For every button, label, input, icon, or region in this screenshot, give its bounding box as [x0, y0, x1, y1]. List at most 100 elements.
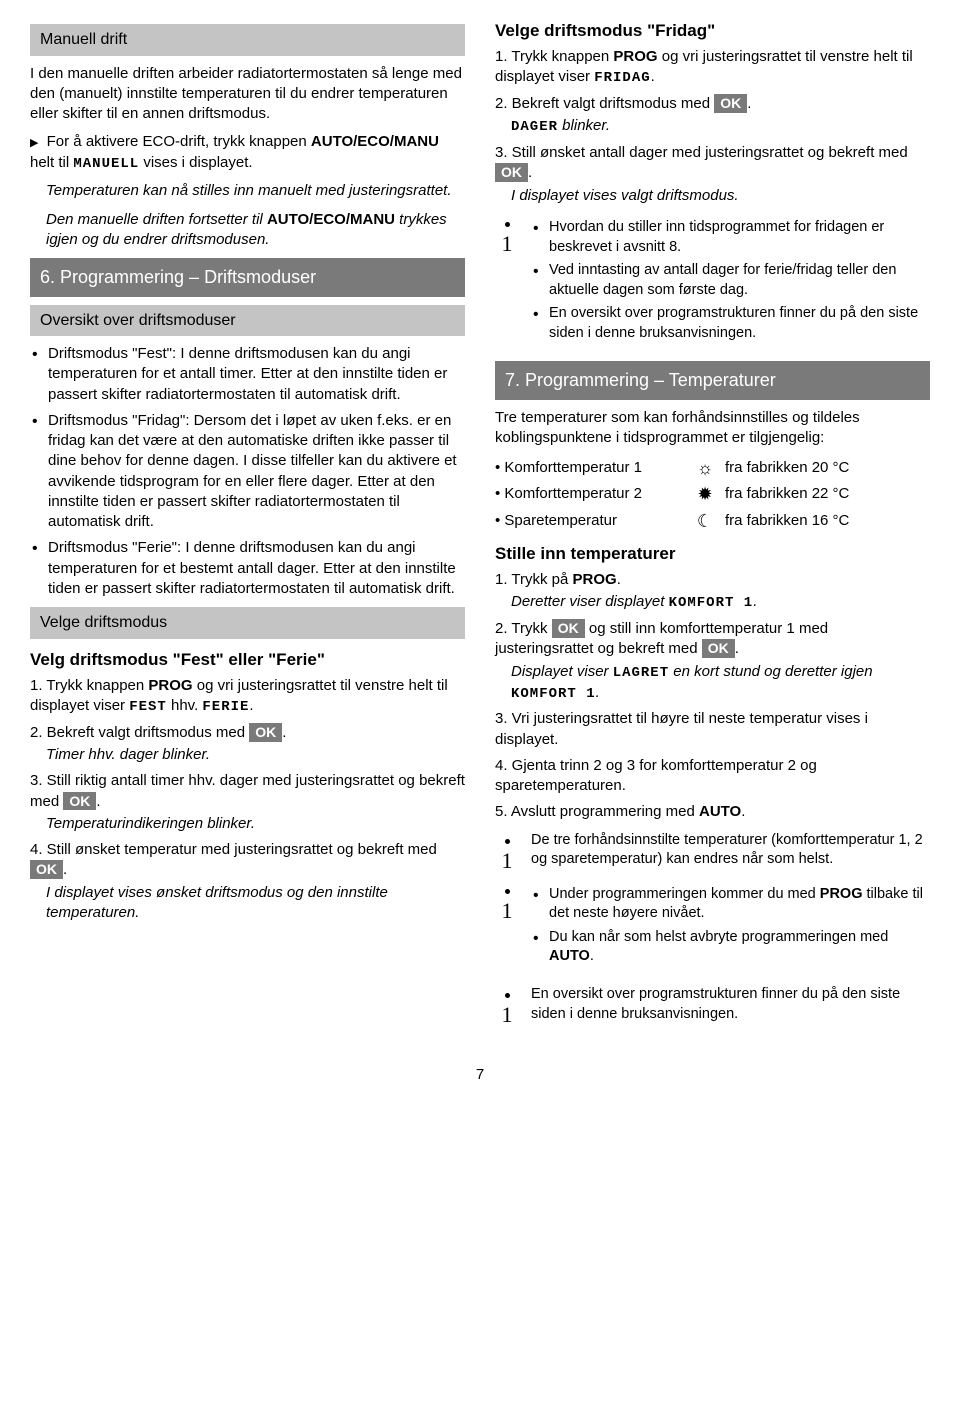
subheading-fridag: Velge driftsmodus "Fridag" — [495, 20, 930, 43]
mode-list: Driftsmodus "Fest": I denne driftsmoduse… — [30, 344, 465, 599]
text: hhv. — [167, 697, 203, 714]
heading-manuell-drift: Manuell drift — [30, 24, 465, 56]
text: 1. Trykk knappen — [30, 677, 148, 694]
text: . — [596, 684, 600, 701]
text: . — [249, 697, 253, 714]
list-item: Driftsmodus "Fridag": Dersom det i løpet… — [30, 411, 465, 533]
step-item: 3. Vri justeringsrattet til høyre til ne… — [495, 709, 930, 750]
steps-fest: 1. Trykk knappen PROG og vri justeringsr… — [30, 676, 465, 923]
info-body: De tre forhåndsinnstilte temperaturer (k… — [531, 831, 930, 870]
info-box: Hvordan du stiller inn tidsprogrammet fo… — [495, 214, 930, 351]
text: 3. Still ønsket antall dager med justeri… — [495, 144, 908, 161]
text: . — [651, 68, 655, 85]
lcd-text: LAGRET — [613, 665, 669, 681]
step-item: 5. Avslutt programmering med AUTO. — [495, 802, 930, 822]
text: Temperaturen kan nå stilles inn manuelt … — [46, 182, 452, 199]
temp-table: • Komforttemperatur 1 ☼ fra fabrikken 20… — [495, 456, 930, 533]
text: . — [528, 164, 532, 181]
info-icon — [495, 881, 519, 921]
list-item: Driftsmodus "Fest": I denne driftsmoduse… — [30, 344, 465, 405]
temp-row: • Komforttemperatur 2 ✹ fra fabrikken 22… — [495, 482, 930, 506]
moon-icon: ☾ — [685, 509, 725, 533]
text: Under programmeringen kommer du med — [549, 886, 820, 902]
ok-badge: OK — [30, 860, 63, 879]
page-columns: Manuell drift I den manuelle driften arb… — [30, 20, 930, 1035]
temp-label: • Sparetemperatur — [495, 511, 685, 531]
subheading-fest: Velg driftsmodus "Fest" eller "Ferie" — [30, 649, 465, 672]
info-icon — [495, 985, 519, 1025]
text: Displayet viser — [511, 663, 613, 680]
step-item: 4. Gjenta trinn 2 og 3 for komforttemper… — [495, 756, 930, 797]
step-item: 2. Bekreft valgt driftsmodus med OK. DAG… — [495, 94, 930, 137]
subheading-stille: Stille inn temperaturer — [495, 543, 930, 566]
info-body: Under programmeringen kommer du med PROG… — [531, 881, 930, 975]
text: . — [747, 95, 751, 112]
text: Du kan når som helst avbryte programmeri… — [549, 929, 888, 945]
text-bold: AUTO/ECO/MANU — [311, 133, 439, 150]
text: . — [96, 793, 100, 810]
sun-filled-icon: ✹ — [685, 482, 725, 506]
text: 4. Still ønsket temperatur med justering… — [30, 841, 437, 858]
info-box: De tre forhåndsinnstilte temperaturer (k… — [495, 831, 930, 871]
temp-label: • Komforttemperatur 1 — [495, 458, 685, 478]
step-item: 3. Still ønsket antall dager med justeri… — [495, 143, 930, 206]
text-bold: AUTO — [699, 803, 741, 820]
text: For å aktivere ECO-drift, trykk knappen — [47, 133, 311, 150]
text: 2. Bekreft valgt driftsmodus med — [30, 724, 249, 741]
sub-text: Timer hhv. dager blinker. — [30, 745, 465, 765]
sub-text: I displayet vises ønsket driftsmodus og … — [30, 883, 465, 924]
temp-row: • Sparetemperatur ☾ fra fabrikken 16 °C — [495, 509, 930, 533]
text: Deretter viser displayet — [511, 593, 669, 610]
text: 2. Bekreft valgt driftsmodus med — [495, 95, 714, 112]
para: I den manuelle driften arbeider radiator… — [30, 64, 465, 125]
page-number: 7 — [30, 1065, 930, 1085]
list-item: Ved inntasting av antall dager for ferie… — [531, 261, 930, 300]
list-item: En oversikt over programstrukturen finne… — [531, 304, 930, 343]
temp-label: • Komforttemperatur 2 — [495, 484, 685, 504]
step-item: 4. Still ønsket temperatur med justering… — [30, 840, 465, 923]
lcd-text: KOMFORT 1 — [511, 686, 596, 702]
step-item: 1. Trykk på PROG. Deretter viser display… — [495, 570, 930, 613]
heading-section-7: 7. Programmering – Temperaturer — [495, 361, 930, 399]
temp-value: fra fabrikken 16 °C — [725, 511, 930, 531]
step-item: 1. Trykk knappen PROG og vri justeringsr… — [30, 676, 465, 717]
info-box: En oversikt over programstrukturen finne… — [495, 985, 930, 1025]
sub-text: DAGER blinker. — [495, 116, 930, 137]
info-body: Hvordan du stiller inn tidsprogrammet fo… — [531, 214, 930, 351]
text: en kort stund og deretter igjen — [669, 663, 872, 680]
sub-text: Displayet viser LAGRET en kort stund og … — [495, 662, 930, 704]
text: blinker. — [558, 117, 610, 134]
text-bold: PROG — [820, 886, 863, 902]
text: . — [617, 571, 621, 588]
text: . — [590, 948, 594, 964]
ok-badge: OK — [495, 163, 528, 182]
text: 5. Avslutt programmering med — [495, 803, 699, 820]
text: 2. Trykk — [495, 620, 552, 637]
lcd-text: KOMFORT 1 — [669, 595, 754, 611]
temp-row: • Komforttemperatur 1 ☼ fra fabrikken 20… — [495, 456, 930, 480]
list-item: Driftsmodus "Ferie": I denne driftsmodus… — [30, 538, 465, 599]
text-bold: AUTO/ECO/MANU — [267, 211, 395, 228]
text: 1. Trykk på — [495, 571, 573, 588]
text: helt til — [30, 154, 73, 171]
info-body: En oversikt over programstrukturen finne… — [531, 985, 930, 1024]
step-item: 1. Trykk knappen PROG og vri justeringsr… — [495, 47, 930, 88]
ok-badge: OK — [249, 723, 282, 742]
ok-badge: OK — [714, 94, 747, 113]
sub-text: I displayet vises valgt driftsmodus. — [495, 186, 930, 206]
lcd-text: MANUELL — [73, 156, 139, 172]
info-icon — [495, 214, 519, 254]
para-italic: Temperaturen kan nå stilles inn manuelt … — [30, 181, 465, 201]
steps-fridag: 1. Trykk knappen PROG og vri justeringsr… — [495, 47, 930, 206]
sun-outline-icon: ☼ — [685, 456, 725, 480]
text-bold: PROG — [613, 48, 657, 65]
temp-value: fra fabrikken 20 °C — [725, 458, 930, 478]
lcd-text: FERIE — [202, 699, 249, 715]
temp-value: fra fabrikken 22 °C — [725, 484, 930, 504]
ok-badge: OK — [702, 639, 735, 658]
step-item: 2. Bekreft valgt driftsmodus med OK. Tim… — [30, 723, 465, 766]
info-box: Under programmeringen kommer du med PROG… — [495, 881, 930, 975]
heading-section-6: 6. Programmering – Driftsmoduser — [30, 258, 465, 296]
text: 1. Trykk knappen — [495, 48, 613, 65]
list-item: Hvordan du stiller inn tidsprogrammet fo… — [531, 218, 930, 257]
